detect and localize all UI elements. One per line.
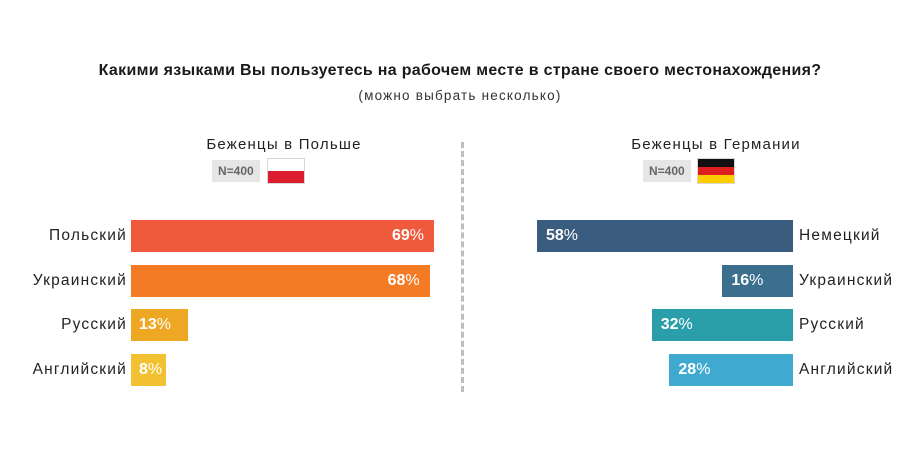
bar-label: Польский <box>49 227 127 244</box>
bar-value-label: 58% <box>546 227 579 244</box>
germany-flag-icon <box>698 159 734 183</box>
bar <box>537 220 793 252</box>
chart-title: Какими языками Вы пользуетесь на рабочем… <box>98 62 822 79</box>
bar-label: Английский <box>32 361 127 378</box>
bar <box>131 220 434 252</box>
bar-label: Немецкий <box>799 227 881 244</box>
bar-value-label: 16% <box>731 272 764 289</box>
panel-title-poland: Беженцы в Польше <box>206 136 362 153</box>
sample-size-badge-germany: N=400 <box>643 160 691 182</box>
bar <box>131 354 167 386</box>
poland-flag-icon <box>268 159 304 183</box>
bar-label: Украинский <box>799 272 894 289</box>
chart-subtitle: (можно выбрать несколько) <box>358 88 562 103</box>
bar <box>131 309 189 341</box>
bar-label: Русский <box>61 316 127 333</box>
bar-value-label: 13% <box>139 316 172 333</box>
bar-label: Английский <box>799 361 894 378</box>
bar <box>669 354 793 386</box>
bar-value-label: 32% <box>660 316 693 333</box>
panel-title-germany: Беженцы в Германии <box>631 136 801 153</box>
bar <box>722 265 793 297</box>
bar <box>651 309 793 341</box>
bar-value-label: 8% <box>139 361 163 378</box>
bar-label: Украинский <box>32 272 127 289</box>
panel-divider <box>461 142 464 392</box>
bar <box>131 265 430 297</box>
bar-value-label: 68% <box>387 272 420 289</box>
bar-value-label: 28% <box>678 361 711 378</box>
bar-label: Русский <box>799 316 865 333</box>
sample-size-badge-poland: N=400 <box>212 160 260 182</box>
bar-value-label: 69% <box>391 227 424 244</box>
